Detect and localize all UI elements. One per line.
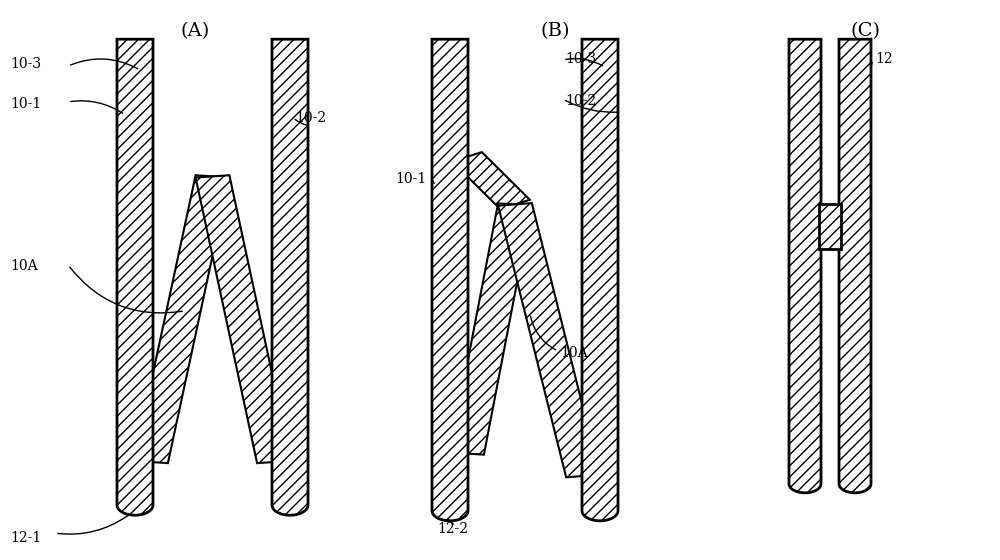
Text: 10-3: 10-3 xyxy=(565,52,596,66)
Text: 10A: 10A xyxy=(560,346,588,360)
Polygon shape xyxy=(134,175,229,463)
Polygon shape xyxy=(196,175,291,463)
Text: (B): (B) xyxy=(540,22,570,40)
Text: 10-2: 10-2 xyxy=(295,111,326,124)
Polygon shape xyxy=(498,203,600,477)
Polygon shape xyxy=(819,204,841,249)
Text: (A): (A) xyxy=(180,22,210,40)
Text: 10-1: 10-1 xyxy=(395,172,426,186)
Polygon shape xyxy=(432,39,468,521)
Polygon shape xyxy=(272,39,308,515)
Polygon shape xyxy=(452,152,530,209)
Text: 10A: 10A xyxy=(10,259,38,273)
Polygon shape xyxy=(582,39,618,521)
Text: (C): (C) xyxy=(850,22,880,40)
Text: 12-2: 12-2 xyxy=(437,522,468,536)
Polygon shape xyxy=(117,39,153,515)
Text: 10-1: 10-1 xyxy=(10,97,41,111)
Text: 10-2: 10-2 xyxy=(565,94,596,108)
Text: 10-3: 10-3 xyxy=(10,58,41,71)
Polygon shape xyxy=(450,203,532,455)
Polygon shape xyxy=(789,39,821,493)
Polygon shape xyxy=(839,39,871,493)
Text: 12: 12 xyxy=(875,52,893,66)
Text: 12-1: 12-1 xyxy=(10,531,41,544)
